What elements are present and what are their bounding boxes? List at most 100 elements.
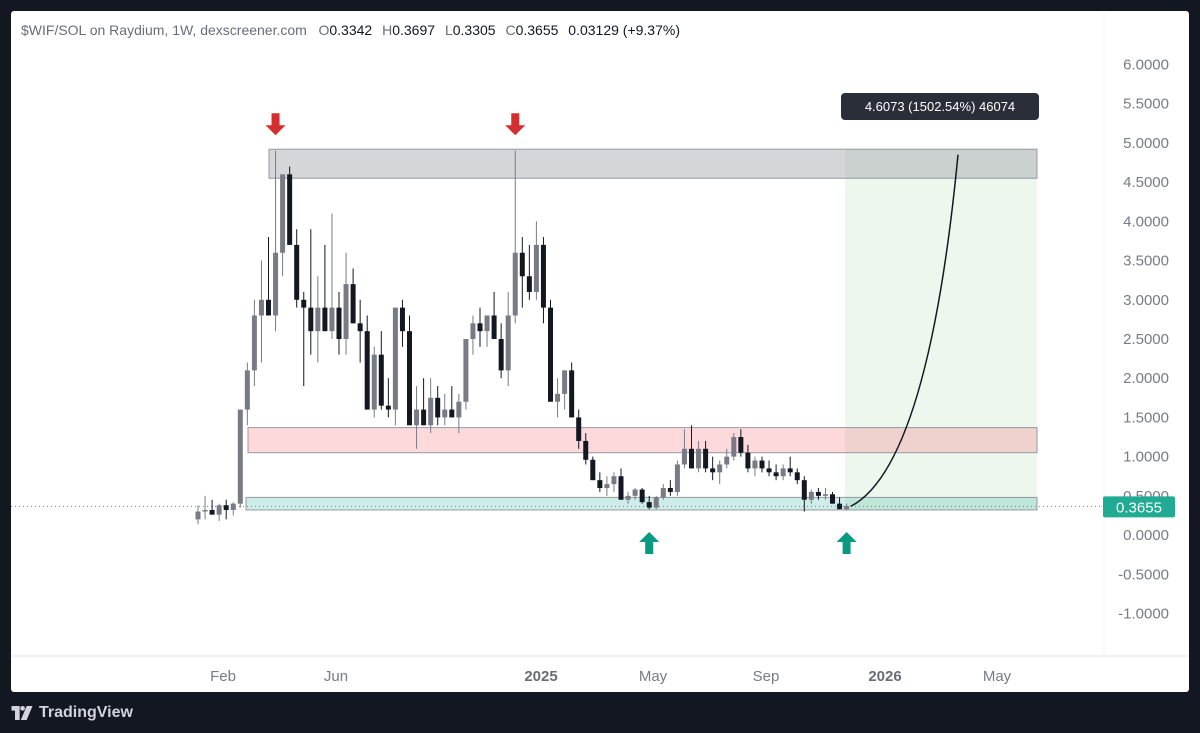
candle[interactable] bbox=[653, 495, 659, 510]
candle[interactable] bbox=[590, 456, 596, 481]
candle[interactable] bbox=[548, 299, 553, 402]
last-price-badge[interactable]: 0.3655 bbox=[1103, 496, 1175, 518]
candle[interactable] bbox=[350, 268, 356, 324]
candle[interactable] bbox=[766, 460, 772, 477]
candle[interactable] bbox=[251, 299, 257, 387]
candle[interactable] bbox=[604, 476, 610, 496]
candle[interactable] bbox=[442, 393, 448, 426]
candle[interactable] bbox=[674, 460, 680, 496]
candle[interactable] bbox=[505, 291, 511, 387]
candle[interactable] bbox=[421, 378, 427, 426]
footer-branding[interactable]: TradingView bbox=[11, 700, 133, 726]
candle[interactable] bbox=[470, 315, 476, 355]
candle[interactable] bbox=[597, 472, 603, 492]
candle[interactable] bbox=[449, 386, 455, 418]
mid-zone[interactable] bbox=[247, 427, 1038, 454]
candle[interactable] bbox=[294, 229, 300, 308]
candle[interactable] bbox=[660, 484, 666, 500]
candle[interactable] bbox=[787, 456, 793, 477]
candle[interactable] bbox=[498, 323, 504, 379]
candle[interactable] bbox=[639, 488, 645, 504]
candle[interactable] bbox=[364, 315, 370, 410]
resistance-zone[interactable] bbox=[268, 148, 1038, 179]
candle[interactable] bbox=[759, 456, 765, 473]
candle[interactable] bbox=[399, 299, 405, 347]
candle[interactable] bbox=[837, 497, 843, 510]
price-chart[interactable]: 4.6073 (1502.54%) 46074 6.0000 5.5000 5.000… bbox=[11, 11, 1189, 692]
candle[interactable] bbox=[808, 489, 814, 504]
candle[interactable] bbox=[780, 464, 786, 481]
candle[interactable] bbox=[237, 409, 243, 508]
candle[interactable] bbox=[822, 488, 828, 500]
candle[interactable] bbox=[745, 444, 751, 473]
candle[interactable] bbox=[844, 503, 850, 510]
candle[interactable] bbox=[463, 339, 469, 410]
candle[interactable] bbox=[576, 409, 582, 449]
candle[interactable] bbox=[223, 499, 229, 520]
candle[interactable] bbox=[752, 456, 758, 477]
candle[interactable] bbox=[815, 488, 821, 500]
candle[interactable] bbox=[512, 150, 518, 324]
candle[interactable] bbox=[519, 237, 525, 308]
candle[interactable] bbox=[491, 291, 497, 339]
candle[interactable] bbox=[717, 460, 723, 485]
candle[interactable] bbox=[830, 491, 835, 504]
candle[interactable] bbox=[357, 299, 363, 363]
candle[interactable] bbox=[385, 378, 391, 418]
candle[interactable] bbox=[308, 229, 314, 355]
chart-panel[interactable]: 4.6073 (1502.54%) 46074 6.0000 5.5000 5.000… bbox=[11, 11, 1189, 692]
candle[interactable] bbox=[738, 429, 744, 457]
candle[interactable] bbox=[562, 370, 568, 410]
candle[interactable] bbox=[280, 174, 286, 277]
candle[interactable] bbox=[329, 213, 335, 339]
candle[interactable] bbox=[209, 499, 215, 515]
candle[interactable] bbox=[667, 480, 673, 496]
candle[interactable] bbox=[273, 150, 279, 332]
candle[interactable] bbox=[392, 307, 398, 426]
candle[interactable] bbox=[428, 378, 434, 434]
candle[interactable] bbox=[216, 503, 222, 521]
candle[interactable] bbox=[315, 276, 321, 363]
candle[interactable] bbox=[407, 315, 412, 426]
projection-curve[interactable] bbox=[850, 154, 959, 508]
candle[interactable] bbox=[801, 476, 807, 512]
candle[interactable] bbox=[336, 291, 342, 355]
candle[interactable] bbox=[618, 468, 624, 500]
candle[interactable] bbox=[533, 221, 539, 300]
candle[interactable] bbox=[696, 440, 702, 473]
candle[interactable] bbox=[378, 331, 384, 410]
candle[interactable] bbox=[322, 244, 328, 332]
candle[interactable] bbox=[681, 429, 687, 469]
candle[interactable] bbox=[773, 464, 779, 481]
candle[interactable] bbox=[724, 448, 730, 469]
candle[interactable] bbox=[794, 468, 800, 485]
candle[interactable] bbox=[611, 472, 617, 492]
candle[interactable] bbox=[583, 433, 589, 465]
candle[interactable] bbox=[258, 260, 264, 363]
candle[interactable] bbox=[230, 502, 236, 516]
candle[interactable] bbox=[287, 166, 293, 245]
candle[interactable] bbox=[456, 393, 462, 434]
candle[interactable] bbox=[731, 433, 737, 461]
candle[interactable] bbox=[195, 505, 201, 525]
candle[interactable] bbox=[689, 425, 694, 469]
candle[interactable] bbox=[435, 386, 441, 426]
candle[interactable] bbox=[526, 244, 532, 300]
candle[interactable] bbox=[244, 362, 250, 426]
candle[interactable] bbox=[703, 440, 709, 473]
candle[interactable] bbox=[540, 237, 546, 324]
candle[interactable] bbox=[484, 315, 490, 347]
candle[interactable] bbox=[343, 252, 349, 355]
candle[interactable] bbox=[632, 488, 638, 500]
candle[interactable] bbox=[710, 456, 716, 481]
candle[interactable] bbox=[569, 362, 575, 418]
candle[interactable] bbox=[625, 491, 631, 504]
candle[interactable] bbox=[266, 237, 271, 316]
candle[interactable] bbox=[477, 307, 483, 347]
candle[interactable] bbox=[646, 495, 652, 510]
candle[interactable] bbox=[301, 291, 307, 387]
candle[interactable] bbox=[555, 378, 561, 418]
candle[interactable] bbox=[371, 346, 377, 418]
candle[interactable] bbox=[414, 386, 420, 449]
candle[interactable] bbox=[202, 495, 208, 520]
